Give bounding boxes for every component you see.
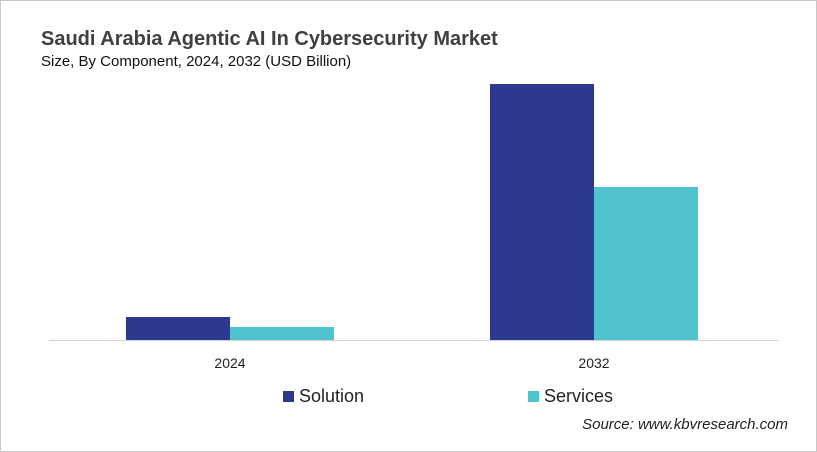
bar-solution-2032 bbox=[490, 84, 594, 340]
bar-services-2024 bbox=[230, 327, 334, 340]
chart-subtitle: Size, By Component, 2024, 2032 (USD Bill… bbox=[41, 53, 352, 70]
legend-label: Services bbox=[544, 386, 614, 406]
legend-item-services: Services bbox=[528, 386, 613, 407]
bar-solution-2024 bbox=[126, 317, 230, 340]
legend-swatch-solution bbox=[283, 391, 294, 402]
legend-label: Solution bbox=[299, 386, 365, 406]
bar-services-2032 bbox=[594, 187, 698, 340]
chart-title: Saudi Arabia Agentic AI In Cybersecurity… bbox=[41, 28, 498, 50]
legend-item-solution: Solution bbox=[283, 386, 364, 407]
x-tick-label: 2024 bbox=[214, 355, 245, 371]
legend-swatch-services bbox=[528, 391, 539, 402]
x-tick-label: 2032 bbox=[578, 355, 609, 371]
source-note: Source: www.kbvresearch.com bbox=[582, 416, 788, 433]
